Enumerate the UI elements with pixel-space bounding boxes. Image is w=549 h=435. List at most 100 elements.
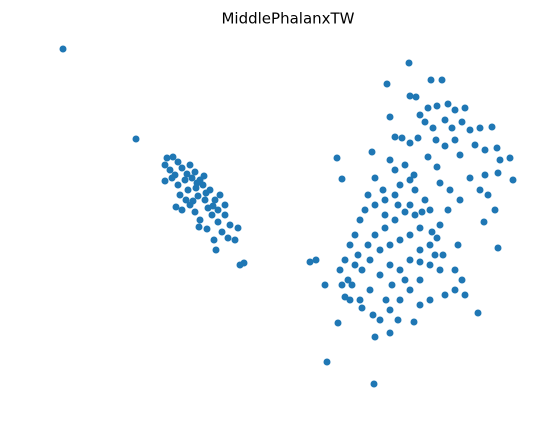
point xyxy=(312,256,320,264)
point xyxy=(346,241,354,249)
point xyxy=(224,234,232,242)
point xyxy=(169,153,177,161)
point xyxy=(214,218,222,226)
point xyxy=(200,172,208,180)
point xyxy=(358,304,366,312)
point xyxy=(446,186,454,194)
point xyxy=(194,192,202,200)
point xyxy=(240,259,248,267)
point xyxy=(481,146,489,154)
point xyxy=(191,208,199,216)
point xyxy=(476,124,484,132)
point xyxy=(351,261,359,269)
point xyxy=(438,76,446,84)
point xyxy=(366,286,374,294)
point xyxy=(172,203,180,211)
point xyxy=(421,196,429,204)
point xyxy=(201,196,209,204)
point xyxy=(59,45,67,53)
point xyxy=(358,266,366,274)
point xyxy=(433,163,441,171)
point xyxy=(398,134,406,142)
point xyxy=(356,296,364,304)
point xyxy=(361,206,369,214)
point xyxy=(406,176,414,184)
point xyxy=(364,191,372,199)
point xyxy=(494,169,502,177)
point xyxy=(414,134,422,142)
point xyxy=(348,281,356,289)
point xyxy=(376,271,384,279)
point xyxy=(221,201,229,209)
point xyxy=(406,201,414,209)
point xyxy=(354,251,362,259)
point xyxy=(386,241,394,249)
point xyxy=(161,177,169,185)
point xyxy=(509,176,517,184)
point xyxy=(383,80,391,88)
point xyxy=(183,170,191,178)
point xyxy=(163,154,171,162)
point xyxy=(351,231,359,239)
point xyxy=(451,136,459,144)
point xyxy=(405,59,413,67)
point xyxy=(178,206,186,214)
point xyxy=(391,191,399,199)
point xyxy=(416,224,424,232)
point xyxy=(231,236,239,244)
point xyxy=(474,309,482,317)
point xyxy=(391,133,399,141)
point xyxy=(436,221,444,229)
point xyxy=(432,136,440,144)
point xyxy=(364,241,372,249)
point xyxy=(336,266,344,274)
point xyxy=(174,158,182,166)
point xyxy=(203,225,211,233)
point xyxy=(371,231,379,239)
point xyxy=(451,106,459,114)
point xyxy=(471,141,479,149)
point xyxy=(333,154,341,162)
point xyxy=(226,221,234,229)
point xyxy=(444,206,452,214)
point xyxy=(506,154,514,162)
point xyxy=(436,266,444,274)
point xyxy=(376,246,384,254)
point xyxy=(382,296,390,304)
point xyxy=(491,206,499,214)
point xyxy=(451,266,459,274)
point xyxy=(406,286,414,294)
point xyxy=(406,256,414,264)
point xyxy=(186,161,194,169)
point xyxy=(234,224,242,232)
point xyxy=(456,196,464,204)
point xyxy=(484,191,492,199)
point xyxy=(416,258,424,266)
point xyxy=(381,224,389,232)
point xyxy=(306,258,314,266)
point xyxy=(181,176,189,184)
point xyxy=(323,358,331,366)
point xyxy=(338,281,346,289)
point xyxy=(386,261,394,269)
point xyxy=(191,168,199,176)
point xyxy=(161,161,169,169)
point xyxy=(456,151,464,159)
point xyxy=(381,211,389,219)
point xyxy=(401,208,409,216)
point xyxy=(476,186,484,194)
point xyxy=(218,228,226,236)
point xyxy=(216,191,224,199)
point xyxy=(178,164,186,172)
point xyxy=(212,246,220,254)
point xyxy=(454,241,462,249)
point xyxy=(369,311,377,319)
point xyxy=(406,92,414,100)
point xyxy=(436,179,444,187)
point xyxy=(494,244,502,252)
point xyxy=(388,281,396,289)
point xyxy=(396,266,404,274)
point xyxy=(396,236,404,244)
point xyxy=(391,166,399,174)
